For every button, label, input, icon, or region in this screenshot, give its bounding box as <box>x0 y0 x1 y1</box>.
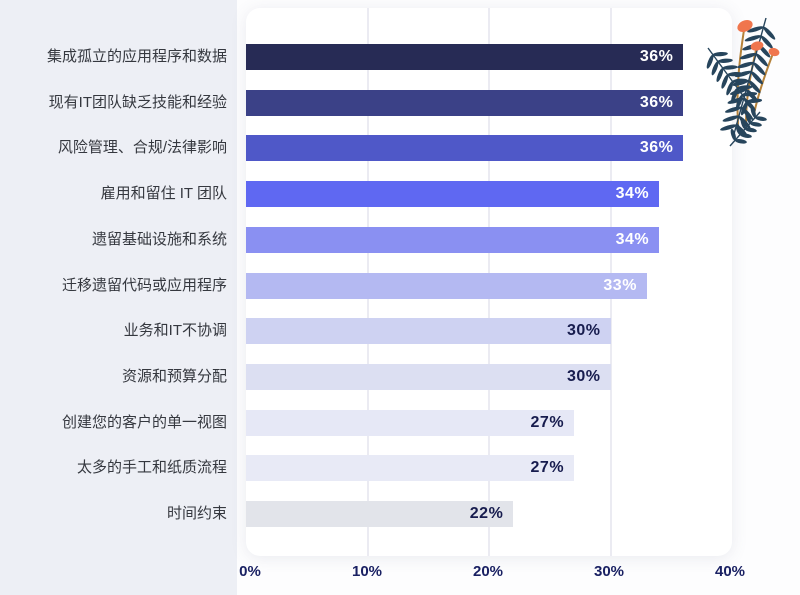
category-labels-column: 集成孤立的应用程序和数据 现有IT团队缺乏技能和经验风险管理、合规/法律影响雇用和… <box>0 0 227 595</box>
x-tick-label: 20% <box>472 563 504 580</box>
bar-value-label: 36% <box>639 93 674 111</box>
bar-value-label: 30% <box>566 322 601 340</box>
bar: 30% <box>246 363 611 390</box>
bar: 34% <box>246 226 660 253</box>
bar-value-label: 22% <box>469 505 504 522</box>
category-label: 时间约束 <box>166 505 227 522</box>
category-label: 集成孤立的应用程序和数据 <box>46 48 227 65</box>
x-axis: 0% 10% 20% 30% 40% <box>239 563 745 585</box>
category-label: 迁移遗留代码或应用程序 <box>61 276 227 294</box>
bar-value-label: 27% <box>530 413 565 431</box>
bar-value-label: 30% <box>566 367 601 385</box>
plot-area: 36% 36% 36% 34% 34% 33% 30% 30% 27% 27% 22% <box>246 8 732 556</box>
category-label: 现有IT团队缺乏技能和经验 <box>48 93 227 111</box>
category-label: 创建您的客户的单一视图 <box>61 413 227 431</box>
bar: 36% <box>246 44 684 70</box>
left-panel <box>0 0 237 595</box>
category-label: 资源和预算分配 <box>121 367 227 385</box>
bar-value-label: 33% <box>603 276 637 294</box>
x-tick-label: 0% <box>239 563 261 580</box>
bar-value-label: 27% <box>530 459 565 477</box>
bar-value-label: 36% <box>639 48 674 65</box>
bar-value-label: 34% <box>615 185 650 203</box>
x-tick-label: 10% <box>351 563 383 580</box>
category-label: 太多的手工和纸质流程 <box>76 459 227 477</box>
bar-value-label: 36% <box>639 139 674 157</box>
bar: 27% <box>246 409 575 436</box>
bar: 36% <box>246 89 684 116</box>
category-label: 风险管理、合规/法律影响 <box>57 139 227 157</box>
bar: 27% <box>246 455 575 482</box>
bar-value-label: 34% <box>615 230 650 248</box>
bar: 34% <box>246 181 660 208</box>
chart-card: 36% 36% 36% 34% 34% 33% 30% 30% 27% 27% 22% <box>246 8 732 556</box>
bar: 22% <box>246 501 514 527</box>
x-tick-label: 30% <box>593 563 625 580</box>
bar: 36% <box>246 135 684 162</box>
category-label: 雇用和留住 IT 团队 <box>100 185 227 203</box>
bar: 33% <box>246 272 647 299</box>
category-label: 遗留基础设施和系统 <box>91 230 227 248</box>
x-tick-label: 40% <box>714 563 746 580</box>
fern-plant-decoration-icon <box>706 17 780 147</box>
category-label: 业务和IT不协调 <box>123 322 227 340</box>
bar: 30% <box>246 318 611 345</box>
